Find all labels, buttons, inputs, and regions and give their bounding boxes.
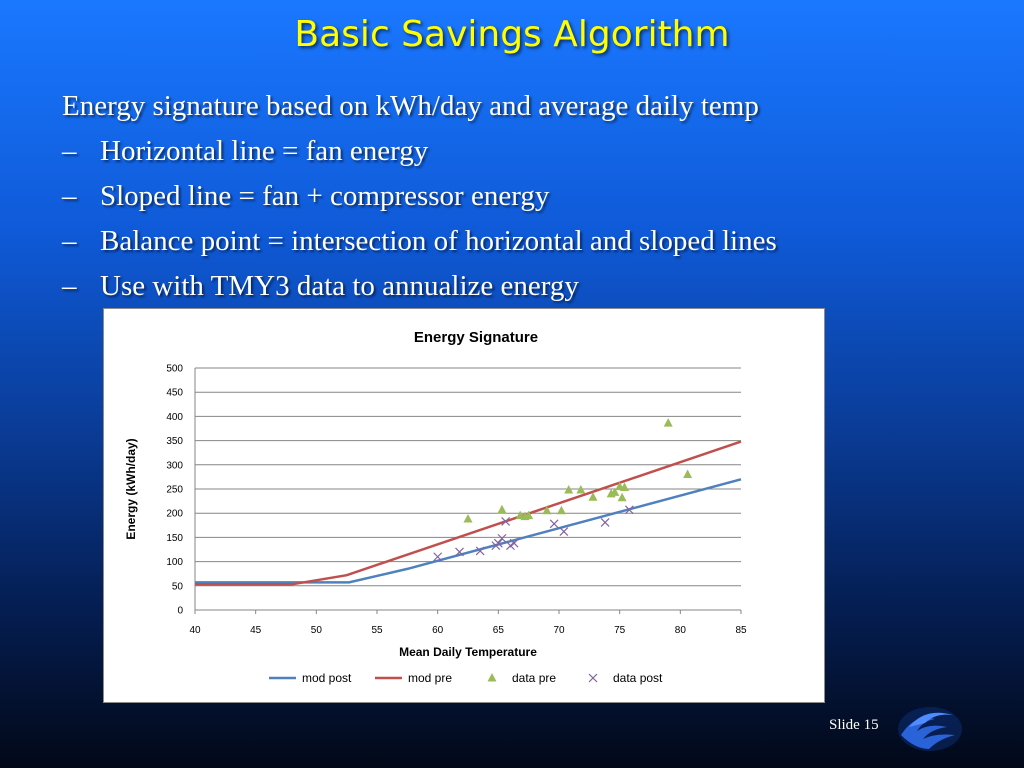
x-tick-label: 85 — [735, 625, 747, 636]
data-point-triangle — [463, 514, 473, 523]
data-point-cross — [588, 673, 598, 683]
data-point-cross — [600, 517, 610, 527]
y-axis-label: Energy (kWh/day) — [124, 438, 138, 539]
y-tick-label: 300 — [166, 460, 183, 471]
bullet-text: Horizontal line = fan energy — [100, 135, 429, 167]
data-point-triangle — [576, 484, 586, 494]
x-tick-label: 55 — [371, 625, 383, 636]
bullet-item: – Horizontal line = fan energy — [62, 129, 777, 174]
chart-container: Energy Signature 0 50 100 150 200 250 300 350 400… — [103, 308, 825, 703]
data-point-triangle — [588, 492, 598, 501]
data-point-triangle — [683, 469, 693, 478]
slide-number: Slide 15 — [829, 717, 879, 733]
intro-line: Energy signature based on kWh/day and av… — [62, 84, 777, 129]
data-point-cross — [433, 552, 443, 562]
series-line-mod-post — [195, 478, 742, 584]
data-point-triangle — [620, 482, 630, 492]
data-point-triangle — [556, 505, 566, 515]
data-point-cross — [455, 547, 464, 557]
y-tick-label: 200 — [166, 509, 183, 520]
data-point-cross — [624, 505, 634, 515]
legend-label: data post — [613, 671, 663, 685]
dash-marker: – — [62, 180, 77, 212]
data-point-cross — [493, 538, 503, 548]
legend-label: data pre — [512, 671, 556, 685]
data-point-triangle — [663, 418, 673, 427]
data-point-triangle — [487, 673, 497, 682]
bullet-list: Energy signature based on kWh/day and av… — [62, 84, 777, 309]
data-point-triangle — [542, 505, 552, 515]
data-point-cross — [497, 533, 507, 543]
bullet-item: – Balance point = intersection of horizo… — [62, 219, 777, 264]
y-tick-label: 400 — [166, 412, 183, 423]
series-line-mod-pre — [195, 440, 742, 586]
x-tick-label: 50 — [311, 625, 323, 636]
chart-title: Energy Signature — [414, 329, 538, 346]
y-tick-label: 100 — [166, 557, 183, 568]
energy-signature-chart: Energy Signature 0 50 100 150 200 250 300 350 400… — [124, 329, 747, 685]
data-point-cross — [549, 519, 559, 529]
data-point-triangle — [524, 510, 534, 520]
slide-title: Basic Savings Algorithm — [294, 14, 730, 55]
x-tick-label: 70 — [553, 625, 565, 636]
data-point-cross — [501, 517, 511, 526]
dash-marker: – — [62, 270, 77, 302]
legend-label: mod post — [302, 671, 352, 685]
data-point-cross — [475, 546, 485, 556]
x-tick-label: 60 — [432, 625, 444, 636]
x-tick-label: 75 — [614, 625, 626, 636]
x-axis-label: Mean Daily Temperature — [399, 645, 537, 659]
legend-label: mod pre — [408, 671, 452, 685]
bullet-item: – Sloped line = fan + compressor energy — [62, 174, 777, 219]
data-point-triangle — [617, 492, 627, 502]
y-tick-label: 500 — [166, 364, 183, 375]
x-tick-label: 45 — [250, 625, 262, 636]
data-point-triangle — [610, 487, 620, 496]
x-tick-label: 40 — [189, 625, 201, 636]
y-tick-label: 450 — [166, 388, 183, 399]
bullet-text: Use with TMY3 data to annualize energy — [100, 270, 579, 302]
bullet-text: Sloped line = fan + compressor energy — [100, 180, 550, 212]
dash-marker: – — [62, 135, 77, 167]
data-point-cross — [509, 538, 519, 548]
wave-logo-icon — [895, 705, 965, 758]
y-tick-label: 350 — [166, 436, 183, 447]
y-tick-label: 0 — [177, 606, 183, 617]
x-tick-label: 65 — [493, 625, 505, 636]
y-tick-label: 150 — [166, 533, 183, 544]
data-point-triangle — [564, 484, 574, 494]
bullet-item: – Use with TMY3 data to annualize energy — [62, 264, 777, 309]
data-point-triangle — [497, 504, 507, 514]
bullet-text: Balance point = intersection of horizont… — [100, 225, 777, 257]
intro-text: Energy signature based on kWh/day and av… — [62, 90, 759, 122]
y-tick-label: 250 — [166, 485, 183, 496]
y-tick-label: 50 — [172, 581, 184, 592]
dash-marker: – — [62, 225, 77, 257]
x-tick-label: 80 — [675, 625, 687, 636]
data-point-cross — [559, 527, 569, 537]
